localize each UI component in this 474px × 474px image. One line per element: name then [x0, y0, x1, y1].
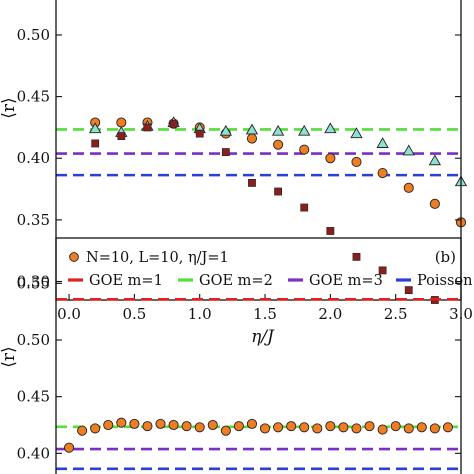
panel-b-point-circle: [155, 418, 166, 429]
panel-a-point-square: [221, 148, 230, 156]
panel-a-x-tick-label: 1.0: [188, 305, 212, 323]
panel-a-point-triangle: [298, 124, 311, 136]
panel-a-point-circle: [299, 144, 310, 155]
panel-a-y-tick-label: 0.35: [17, 211, 50, 229]
panel-a-point-triangle: [350, 127, 363, 139]
panel-a-point-circle: [116, 117, 127, 128]
panel-b-point-circle: [129, 418, 140, 429]
legend-label: N=10, L=10, η/J=1: [86, 250, 229, 266]
panel-a-x-ticks: 0.0 0.5 1.0 1.5 2.0 2.5 3.0: [57, 294, 473, 323]
legend-label: GOE m=1: [89, 273, 163, 289]
panel-a-frame: [55, 0, 462, 301]
panel-a-point-circle: [377, 167, 388, 179]
panel-a-y-axis-title: ⟨r⟩: [0, 97, 19, 118]
panel-a-point-triangle: [324, 122, 337, 134]
panel-a-point-square: [248, 178, 256, 187]
panel-a-point-square: [274, 187, 282, 196]
panel-a-point-triangle: [402, 144, 415, 156]
panel-b-point-circle: [273, 422, 284, 433]
panel-b-point-circle: [325, 421, 336, 432]
panel-a-point-square: [169, 119, 178, 128]
panel-b-point-circle: [286, 421, 297, 432]
panel-b-data-points: [64, 417, 453, 453]
panel-b-point-circle: [233, 421, 244, 432]
panel-a-y-tick-label: 0.50: [17, 26, 50, 44]
panel-a-x-tick-label: 1.5: [253, 305, 277, 323]
panel-a-point-triangle: [428, 154, 442, 166]
panel-a-point-circle: [325, 153, 336, 164]
panel-b-point-circle: [207, 419, 218, 431]
panel-a-x-axis-title: η/J: [251, 327, 275, 347]
panel-a-point-circle: [429, 198, 440, 209]
panel-a-point-circle: [351, 156, 362, 167]
panel-b-label: (b): [435, 248, 456, 266]
panel-a-x-tick-label: 0.0: [57, 305, 81, 323]
panel-b-point-circle: [103, 419, 114, 431]
panel-a-point-triangle: [245, 123, 259, 135]
panel-b-point-circle: [194, 422, 205, 433]
panel-a-point-triangle: [376, 137, 389, 148]
panel-b-point-circle: [77, 425, 88, 436]
panel-b-point-circle: [168, 419, 179, 431]
panel-b-point-circle: [299, 422, 310, 433]
panel-a-point-circle: [403, 182, 414, 193]
panel-b-point-circle: [351, 423, 362, 434]
panel-a-point-square: [352, 252, 361, 261]
panel-b-reference-lines: [56, 298, 461, 471]
panel-a-point-circle: [273, 139, 284, 150]
panel-a-point-square: [326, 227, 335, 235]
panel-b-point-circle: [116, 417, 127, 428]
panel-b-point-circle: [142, 421, 153, 432]
panel-b-y-tick-label: 0.40: [17, 444, 50, 462]
legend-marker-circle: [69, 252, 79, 262]
legend-label: GOE m=3: [309, 273, 383, 289]
panel-b-point-circle: [403, 423, 414, 434]
panel-a-y-tick-label: 0.30: [17, 273, 50, 291]
panel-a-x-tick-label: 2.5: [384, 305, 408, 323]
panel-a-y-ticks: 0.30 0.35 0.40 0.45 0.50: [17, 26, 461, 291]
panel-a-point-square: [91, 139, 100, 148]
panel-a-point-square: [117, 132, 126, 140]
panel-a-point-triangle: [271, 124, 285, 136]
panel-b-point-circle: [181, 421, 192, 432]
panel-a-x-tick-label: 0.5: [122, 305, 146, 323]
panel-b-point-circle: [246, 418, 258, 429]
panel-b-point-circle: [338, 422, 349, 433]
panel-a-point-square: [143, 123, 152, 132]
panel-a-point-triangle: [219, 124, 233, 136]
panel-b-point-circle: [259, 423, 271, 434]
panel-a-point-square: [300, 203, 309, 212]
panel-a-y-tick-label: 0.40: [17, 149, 50, 167]
panel-a-point-square: [378, 266, 387, 275]
panel-b-point-circle: [390, 421, 401, 432]
panel-b-y-tick-label: 0.45: [17, 388, 50, 406]
panel-b-y-ticks: 0.40 0.45 0.50 0.55: [17, 274, 461, 462]
panel-a-point-triangle: [89, 122, 102, 134]
panel-b-point-circle: [429, 423, 440, 434]
legend-label: Poisson: [417, 273, 473, 289]
panel-b-frame: [55, 237, 462, 474]
panel-b-point-circle: [364, 421, 375, 432]
panel-a-point-square: [195, 129, 204, 138]
panel-b-point-circle: [64, 442, 75, 453]
panel-b-legend: N=10, L=10, η/J=1 GOE m=1 GOE m=2 GOE m=3 Po…: [68, 250, 473, 289]
panel-b: 0.40 0.45 0.50 0.55 ⟨r⟩ (b) N=10, L=10, η/J…: [0, 237, 473, 474]
panel-b-point-circle: [90, 423, 101, 434]
panel-a-point-circle: [246, 133, 258, 144]
panel-b-point-circle: [377, 424, 388, 435]
panel-b-y-tick-label: 0.50: [17, 331, 50, 349]
panel-b-point-circle: [442, 422, 453, 433]
panel-b-y-axis-title: ⟨r⟩: [0, 346, 19, 367]
panel-a-point-square: [404, 286, 413, 295]
panel-a-y-tick-label: 0.45: [17, 88, 50, 106]
panel-b-y-tick-label: 0.55: [17, 274, 50, 292]
panel-a-x-tick-label: 2.0: [318, 305, 342, 323]
panel-b-point-circle: [312, 423, 323, 434]
panel-a: 0.0 0.5 1.0 1.5 2.0 2.5 3.0 0.300.350.400.450.…: [0, 0, 473, 347]
panel-b-point-circle: [416, 422, 427, 433]
panel-b-point-circle: [220, 425, 231, 436]
legend-label: GOE m=2: [199, 273, 273, 289]
